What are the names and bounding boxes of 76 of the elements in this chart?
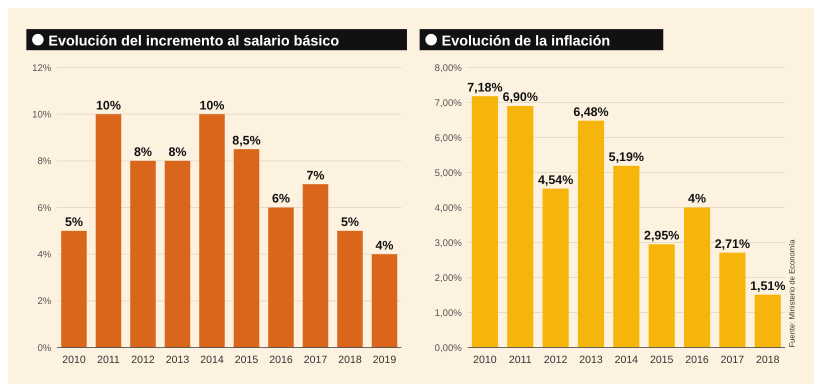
bar <box>719 252 746 348</box>
data-label: 7% <box>306 168 324 182</box>
data-label: 1,51% <box>750 278 786 293</box>
bar <box>542 188 569 348</box>
chart-title: Evolución de la inflación <box>442 33 610 50</box>
bar <box>199 114 225 348</box>
y-tick-label: 5,00% <box>434 168 462 179</box>
data-label: 2,95% <box>644 228 680 242</box>
bar <box>472 96 498 348</box>
bar <box>61 230 87 348</box>
x-tick-label: 2016 <box>269 354 293 366</box>
y-tick-label: 8% <box>37 156 52 168</box>
y-tick-label: 0% <box>37 342 52 354</box>
x-tick-label: 2013 <box>166 354 190 366</box>
data-label: 8% <box>134 145 152 160</box>
data-label: 7,18% <box>467 80 503 94</box>
bar <box>578 120 604 348</box>
bar <box>648 244 675 348</box>
source-note: Fuente: Ministerio de Economía <box>788 238 797 348</box>
data-label: 8,5% <box>232 133 261 148</box>
y-tick-label: 4,00% <box>434 202 462 214</box>
y-tick-label: 0,00% <box>434 342 462 354</box>
x-tick-label: 2018 <box>338 354 362 366</box>
bar <box>268 208 294 348</box>
x-tick-label: 2011 <box>97 354 120 366</box>
x-tick-label: 2015 <box>650 354 674 366</box>
data-label: 4,54% <box>538 172 574 187</box>
data-label: 4% <box>376 238 394 252</box>
bar <box>684 208 710 348</box>
x-tick-label: 2010 <box>62 354 86 366</box>
data-label: 10% <box>96 98 121 112</box>
x-tick-label: 2019 <box>372 354 396 366</box>
x-tick-label: 2010 <box>473 354 497 366</box>
x-tick-label: 2012 <box>131 354 155 366</box>
data-label: 5% <box>64 215 83 230</box>
bar <box>164 160 190 348</box>
y-tick-label: 3,00% <box>434 238 462 249</box>
bar <box>613 166 640 348</box>
y-tick-label: 12% <box>32 62 52 74</box>
x-tick-label: 2016 <box>685 354 709 366</box>
bar <box>234 149 260 348</box>
data-label: 8% <box>168 145 186 160</box>
data-label: 10% <box>200 98 224 112</box>
bar <box>754 294 781 348</box>
x-tick-label: 2017 <box>304 354 328 366</box>
bar <box>372 254 398 348</box>
data-label: 6% <box>272 192 290 206</box>
x-tick-label: 2015 <box>234 354 258 366</box>
chart-title: Evolución del incremento al salario básico <box>48 33 340 50</box>
y-tick-label: 8,00% <box>434 62 462 74</box>
bar <box>507 106 534 348</box>
data-label: 5% <box>341 215 359 230</box>
y-tick-label: 6% <box>37 202 52 214</box>
y-tick-label: 10% <box>32 110 52 121</box>
data-label: 4% <box>688 192 706 206</box>
data-label: 5,19% <box>608 150 644 164</box>
bar <box>302 184 328 348</box>
bar <box>337 230 363 348</box>
y-tick-label: 6,00% <box>434 132 462 144</box>
data-label: 6,48% <box>573 104 609 119</box>
x-tick-label: 2013 <box>579 354 603 366</box>
x-tick-label: 2014 <box>200 354 224 366</box>
x-tick-label: 2018 <box>756 354 780 366</box>
y-tick-label: 1,00% <box>434 308 462 319</box>
data-label: 6,90% <box>502 90 538 104</box>
x-tick-label: 2014 <box>614 354 638 366</box>
x-tick-label: 2011 <box>508 354 532 366</box>
bar <box>130 160 156 348</box>
y-tick-label: 2% <box>37 296 52 308</box>
x-tick-label: 2012 <box>544 354 568 366</box>
y-tick-label: 7,00% <box>434 98 462 109</box>
bar <box>96 114 122 348</box>
y-tick-label: 2,00% <box>434 272 462 284</box>
data-label: 2,71% <box>714 236 750 251</box>
x-tick-label: 2017 <box>720 354 744 366</box>
y-tick-label: 4% <box>37 250 52 261</box>
